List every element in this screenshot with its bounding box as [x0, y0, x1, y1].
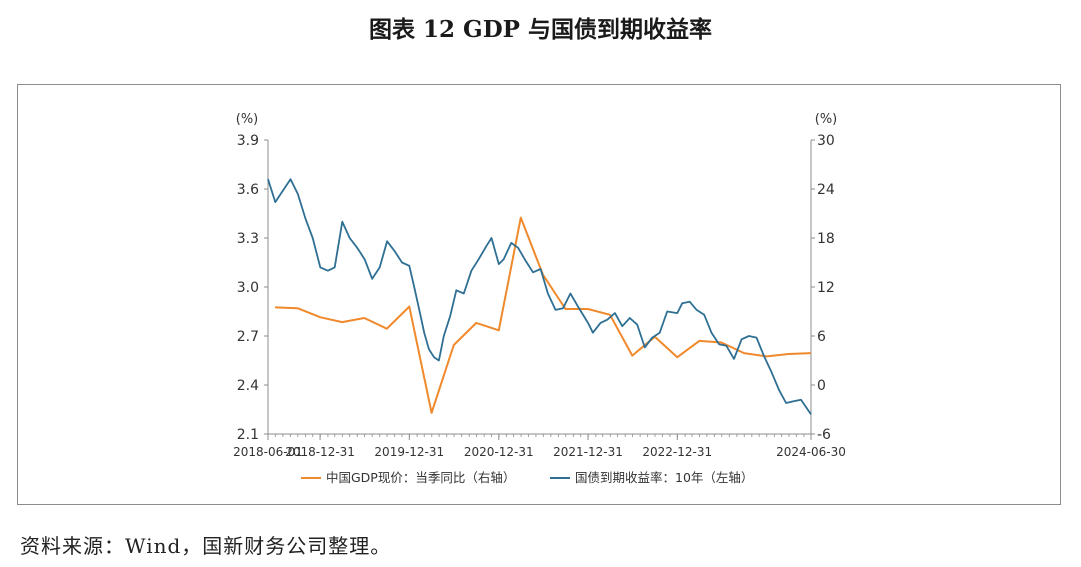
right-tick-label: -6 — [817, 427, 831, 443]
right-tick-label: 18 — [817, 231, 835, 247]
left-axis-unit: (%) — [236, 112, 259, 127]
x-tick-label: 2018-12-31 — [285, 445, 355, 459]
right-tick-label: 12 — [817, 280, 835, 296]
x-tick-label: 2024-06-30 — [776, 445, 846, 459]
bond-yield-line — [267, 178, 812, 415]
left-tick-label: 2.7 — [237, 329, 259, 345]
x-tick-label: 2020-12-31 — [464, 445, 534, 459]
figure-title: 图表 12 GDP 与国债到期收益率 — [369, 16, 712, 43]
chart-svg: (%) (%) 2.1 2.4 2.7 3.0 3.3 3.6 3.9 -6 0 6 12 18 24… — [233, 112, 846, 485]
left-tick-label: 2.4 — [237, 378, 259, 394]
source-note: 资料来源：Wind，国新财务公司整理。 — [20, 534, 392, 558]
left-axis-ticks: 2.1 2.4 2.7 3.0 3.3 3.6 3.9 — [237, 133, 268, 443]
right-axis-ticks: -6 0 6 12 18 24 30 — [811, 133, 835, 443]
chart-frame: (%) (%) 2.1 2.4 2.7 3.0 3.3 3.6 3.9 -6 0 6 12 18 24… — [17, 84, 1061, 505]
right-axis-unit: (%) — [815, 112, 838, 127]
x-tick-label: 2021-12-31 — [553, 445, 623, 459]
right-tick-label: 30 — [817, 133, 835, 149]
x-tick-label: 2022-12-31 — [642, 445, 712, 459]
right-tick-label: 0 — [817, 378, 826, 394]
axes — [267, 140, 812, 435]
left-tick-label: 3.9 — [237, 133, 259, 149]
series-layer — [267, 178, 812, 415]
legend-label-bond: 国债到期收益率：10年（左轴） — [575, 470, 753, 485]
right-tick-label: 6 — [817, 329, 826, 345]
x-tick-label: 2018-06-01 — [233, 445, 303, 459]
left-tick-label: 3.3 — [237, 231, 259, 247]
left-tick-label: 3.0 — [237, 280, 259, 296]
right-tick-label: 24 — [817, 182, 835, 198]
left-tick-label: 2.1 — [237, 427, 259, 443]
legend-label-gdp: 中国GDP现价：当季同比（右轴） — [326, 470, 515, 485]
legend: 中国GDP现价：当季同比（右轴） 国债到期收益率：10年（左轴） — [301, 470, 753, 485]
left-tick-label: 3.6 — [237, 182, 259, 198]
x-tick-label: 2019-12-31 — [374, 445, 444, 459]
